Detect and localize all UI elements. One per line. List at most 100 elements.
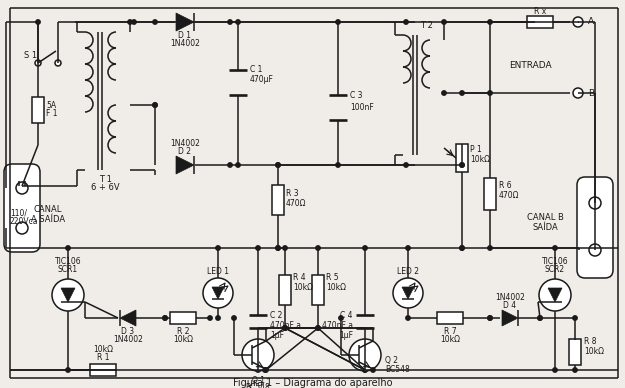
- Circle shape: [127, 20, 132, 24]
- Text: TIC106: TIC106: [55, 258, 81, 267]
- Polygon shape: [402, 287, 414, 299]
- Text: R 2: R 2: [177, 326, 189, 336]
- Circle shape: [406, 246, 410, 250]
- Circle shape: [228, 20, 232, 24]
- Circle shape: [276, 246, 280, 250]
- Circle shape: [216, 246, 220, 250]
- Text: BC548: BC548: [246, 383, 271, 388]
- Circle shape: [282, 246, 288, 250]
- Circle shape: [572, 316, 578, 320]
- Circle shape: [552, 246, 558, 250]
- Circle shape: [538, 316, 542, 320]
- Circle shape: [276, 163, 280, 167]
- Bar: [484, 178, 496, 210]
- Text: A SAÍDA: A SAÍDA: [31, 215, 65, 225]
- Circle shape: [256, 368, 260, 372]
- Polygon shape: [120, 310, 136, 326]
- Text: 470nF a: 470nF a: [270, 320, 301, 329]
- Text: D 2: D 2: [179, 147, 191, 156]
- Polygon shape: [548, 288, 562, 302]
- Circle shape: [460, 163, 464, 167]
- Circle shape: [282, 326, 288, 330]
- Text: ENTRADA: ENTRADA: [509, 61, 551, 69]
- Text: B: B: [588, 88, 594, 97]
- Text: R 6: R 6: [499, 182, 512, 191]
- Text: 10kΩ: 10kΩ: [173, 334, 193, 343]
- Circle shape: [262, 368, 268, 372]
- Circle shape: [228, 163, 232, 167]
- Circle shape: [336, 20, 340, 24]
- Circle shape: [282, 326, 288, 330]
- Text: 10kΩ: 10kΩ: [93, 345, 113, 355]
- Text: R 7: R 7: [444, 326, 456, 336]
- Circle shape: [55, 60, 61, 66]
- Text: TIC106: TIC106: [542, 258, 568, 267]
- Circle shape: [393, 278, 423, 308]
- Circle shape: [152, 103, 158, 107]
- Circle shape: [406, 316, 410, 320]
- Circle shape: [132, 20, 136, 24]
- Circle shape: [362, 368, 368, 372]
- Circle shape: [216, 316, 220, 320]
- Polygon shape: [176, 13, 194, 31]
- Circle shape: [282, 326, 288, 330]
- Circle shape: [203, 278, 233, 308]
- Text: 220Vca: 220Vca: [10, 217, 39, 225]
- Text: 10kΩ: 10kΩ: [293, 284, 313, 293]
- Circle shape: [35, 60, 41, 66]
- Circle shape: [589, 197, 601, 209]
- Circle shape: [349, 339, 381, 371]
- Circle shape: [66, 246, 70, 250]
- Circle shape: [460, 163, 464, 167]
- Circle shape: [339, 316, 343, 320]
- Circle shape: [572, 368, 578, 372]
- Text: S 1: S 1: [24, 50, 37, 59]
- Text: R 3: R 3: [286, 189, 299, 197]
- Text: D 3: D 3: [121, 326, 134, 336]
- Circle shape: [16, 182, 28, 194]
- Text: 1µF: 1µF: [339, 331, 353, 340]
- Text: SCR1: SCR1: [58, 265, 78, 274]
- Text: 470nF a: 470nF a: [322, 320, 353, 329]
- Circle shape: [573, 17, 583, 27]
- Circle shape: [460, 246, 464, 250]
- Circle shape: [488, 20, 492, 24]
- Circle shape: [589, 244, 601, 256]
- Circle shape: [276, 246, 280, 250]
- Text: F 1: F 1: [46, 109, 58, 118]
- Circle shape: [336, 163, 340, 167]
- Text: C 4: C 4: [341, 310, 353, 319]
- Circle shape: [488, 316, 492, 320]
- Circle shape: [36, 20, 40, 24]
- Text: 470Ω: 470Ω: [286, 199, 306, 208]
- Bar: [279, 275, 291, 305]
- Text: 100nF: 100nF: [350, 102, 374, 111]
- Circle shape: [538, 316, 542, 320]
- Circle shape: [316, 326, 320, 330]
- Text: LED 1: LED 1: [207, 267, 229, 275]
- Text: D 1: D 1: [179, 31, 191, 40]
- Circle shape: [488, 91, 492, 95]
- Circle shape: [16, 222, 28, 234]
- Circle shape: [162, 316, 168, 320]
- Text: BC548: BC548: [385, 365, 410, 374]
- Bar: [272, 185, 284, 215]
- Text: P 1: P 1: [470, 146, 482, 154]
- Bar: [527, 16, 553, 28]
- Circle shape: [460, 246, 464, 250]
- Text: 1N4002: 1N4002: [170, 140, 200, 149]
- Bar: [312, 275, 324, 305]
- Circle shape: [460, 91, 464, 95]
- Text: 110/: 110/: [10, 208, 27, 218]
- Text: LED 2: LED 2: [397, 267, 419, 275]
- Circle shape: [208, 316, 212, 320]
- Text: 10kΩ: 10kΩ: [326, 284, 346, 293]
- Text: 10kΩ: 10kΩ: [470, 156, 490, 165]
- Text: C 1: C 1: [250, 66, 262, 74]
- Text: Q 2: Q 2: [385, 355, 398, 364]
- Text: 470µF: 470µF: [250, 76, 274, 85]
- Bar: [569, 339, 581, 365]
- Bar: [32, 97, 44, 123]
- Text: D 4: D 4: [504, 300, 516, 310]
- Text: Q 1: Q 1: [251, 376, 264, 385]
